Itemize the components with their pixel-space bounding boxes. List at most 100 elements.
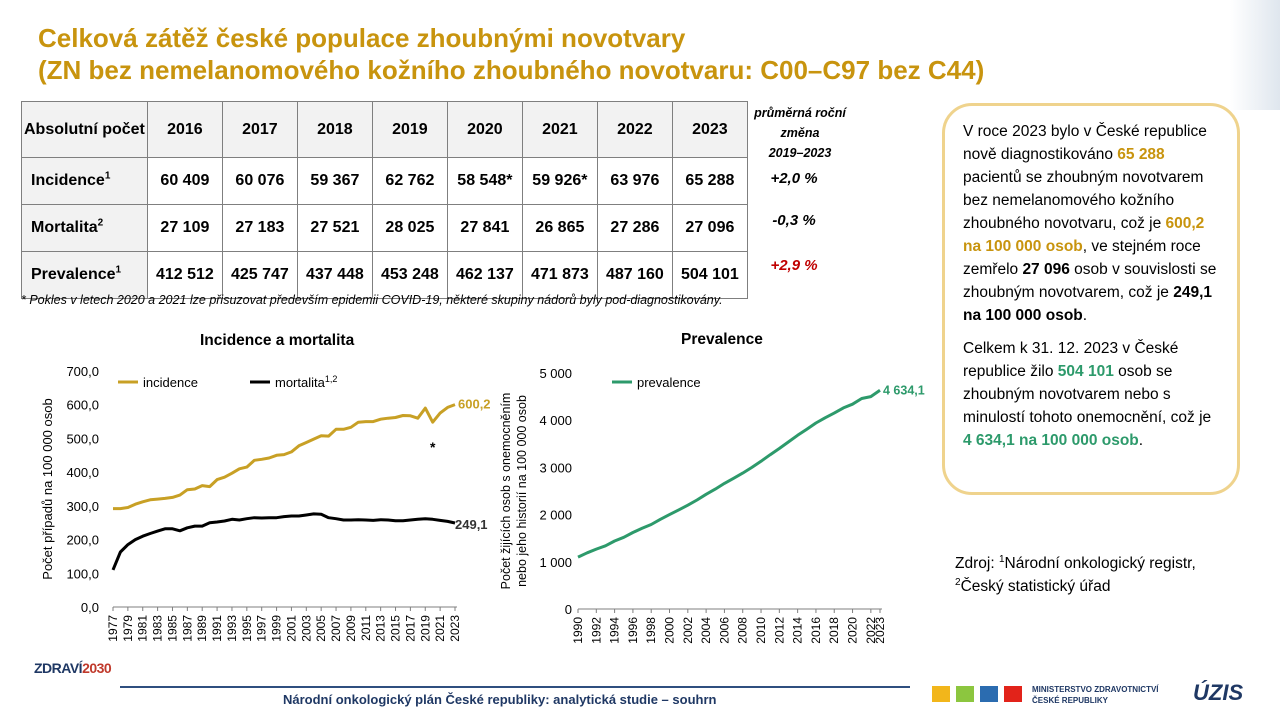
summary-text: , ve stejném roce zemřelo	[963, 238, 1201, 278]
year-header: 2018	[296, 101, 373, 158]
table-cell: 27 286	[596, 204, 673, 252]
x-tick-label: 1999	[270, 615, 284, 642]
legend-label-mortalita: mortalita1,2	[275, 374, 337, 390]
table-cell: 27 841	[446, 204, 523, 252]
chart-title-incidence: Incidence a mortalita	[200, 332, 355, 349]
legend-label-prevalence: prevalence	[637, 375, 701, 390]
x-tick-label: 2016	[809, 617, 823, 644]
x-tick-label: 2008	[736, 617, 750, 644]
y-tick-label: 0	[565, 602, 572, 617]
footnote: * Pokles v letech 2020 a 2021 lze přisuz…	[21, 293, 723, 307]
x-tick-label: 1981	[136, 615, 150, 642]
y-tick-label: 1 000	[539, 555, 572, 570]
highlight-prevalence-rate: 4 634,1 na 100 000 osob	[963, 432, 1139, 449]
table-cell: 453 248	[371, 251, 448, 299]
corner-gradient	[1230, 0, 1280, 110]
end-label-prevalence: 4 634,1	[883, 383, 925, 397]
year-header: 2016	[146, 101, 223, 158]
table-cell: 59 367	[296, 157, 373, 205]
y-tick-label: 0,0	[81, 600, 99, 615]
x-tick-label: 1985	[165, 615, 179, 642]
summary-text: osob se zhoubným novotvarem nebo s minul…	[963, 363, 1212, 426]
absolute-counts-table: Absolutní počet 2016 2017 2018 2019 2020…	[21, 101, 748, 299]
summary-paragraph-2: Celkem k 31. 12. 2023 v České republice …	[963, 337, 1221, 452]
row-label-sup: 1	[115, 264, 122, 276]
summary-text: pacientů se zhoubným novotvarem bez neme…	[963, 169, 1204, 232]
x-tick-label: 2023	[873, 617, 887, 644]
source-statistics-office: Český statistický úřad	[960, 578, 1111, 595]
summary-text: .	[1138, 432, 1144, 449]
end-label-incidence: 600,2	[458, 397, 491, 412]
table-cell: 59 926*	[521, 157, 598, 205]
change-incidence: +2,0 %	[770, 170, 818, 187]
ministry-name: MINISTERSTVO ZDRAVOTNICTVÍ ČESKÉ REPUBLI…	[1032, 684, 1159, 706]
year-header: 2021	[521, 101, 598, 158]
table-cell: 437 448	[296, 251, 373, 299]
y-tick-label: 600,0	[66, 398, 99, 413]
series-line-incidence	[113, 403, 456, 511]
table-cell: 471 873	[521, 251, 598, 299]
summary-text: Celkem k 31. 12. 2023 v České republice …	[963, 340, 1179, 380]
year-header: 2019	[371, 101, 448, 158]
uzis-logo: ÚZIS	[1193, 680, 1244, 705]
x-tick-label: 2012	[772, 617, 786, 644]
x-tick-label: 2019	[418, 615, 432, 642]
change-header-line: 2019–2023	[768, 146, 832, 160]
x-tick-label: 1998	[644, 617, 658, 644]
row-label: Prevalence1	[21, 251, 148, 299]
x-tick-label: 2018	[827, 617, 841, 644]
ministry-line: ČESKÉ REPUBLIKY	[1032, 696, 1109, 705]
y-tick-label: 4 000	[539, 413, 572, 428]
y-tick-label: 400,0	[66, 465, 99, 480]
change-prevalence: +2,9 %	[770, 257, 818, 274]
change-header-line: průměrná roční	[754, 106, 846, 120]
ministry-line: MINISTERSTVO ZDRAVOTNICTVÍ	[1032, 685, 1159, 694]
x-tick-label: 2022	[864, 617, 878, 644]
table-row: Prevalence1 412 512 425 747 437 448 453 248 4…	[21, 251, 748, 299]
x-tick-label: 2001	[284, 615, 298, 642]
table-cell: 27 109	[146, 204, 223, 252]
table-header-row: Absolutní počet 2016 2017 2018 2019 2020…	[21, 101, 748, 158]
table-cell: 425 747	[221, 251, 298, 299]
logo-year: 2030	[82, 660, 112, 676]
year-header: 2023	[671, 101, 748, 158]
series-line-prevalence	[577, 389, 881, 559]
table-cell: 504 101	[671, 251, 748, 299]
row-label-text: Mortalita	[31, 219, 98, 236]
x-tick-label: 1994	[608, 617, 622, 644]
highlight-incidence-rate: 600,2 na 100 000 osob	[963, 215, 1205, 255]
legend-label-incidence: incidence	[143, 375, 198, 390]
table-row: Mortalita2 27 109 27 183 27 521 28 025 27 841…	[21, 204, 748, 252]
page-title: Celková zátěž české populace zhoubnými n…	[38, 22, 1188, 86]
x-tick-label: 1993	[225, 615, 239, 642]
row-label-sup: 1	[104, 170, 111, 182]
summary-text: V roce 2023 bylo v České republice nově …	[963, 123, 1207, 163]
logo-text: ZDRAVÍ	[34, 660, 83, 676]
footer-text: Národní onkologický plán České republiky…	[283, 692, 717, 707]
row-label: Mortalita2	[21, 204, 148, 252]
source-note: Zdroj: 1Národní onkologický registr, 2Če…	[955, 552, 1196, 598]
source-sup: 2	[955, 576, 961, 588]
table-cell: 412 512	[146, 251, 223, 299]
year-header: 2017	[221, 101, 298, 158]
row-label-text: Prevalence	[31, 266, 116, 283]
y-axis-label: Počet případů na 100 000 osob	[40, 398, 55, 579]
y-tick-label: 5 000	[539, 366, 572, 381]
x-tick-label: 1983	[151, 615, 165, 642]
zdravi-2030-logo: ZDRAVÍ2030	[34, 660, 112, 676]
x-tick-label: 1977	[106, 615, 120, 642]
table-cell: 27 183	[221, 204, 298, 252]
ministry-logo-icon	[932, 686, 1022, 702]
x-tick-label: 1990	[571, 617, 585, 644]
incidence-mortality-chart: 0,0 100,0 200,0 300,0 400,0 500,0 600,0 700,0 19…	[40, 364, 491, 642]
y-tick-label: 700,0	[66, 364, 99, 379]
x-tick-label: 2002	[681, 617, 695, 644]
table-cell: 60 076	[221, 157, 298, 205]
x-tick-label: 2015	[389, 615, 403, 642]
x-tick-label: 2005	[314, 615, 328, 642]
y-tick-label: 300,0	[66, 499, 99, 514]
x-tick-label: 2013	[374, 615, 388, 642]
table-cell: 26 865	[521, 204, 598, 252]
source-registry: Národní onkologický registr,	[1004, 555, 1196, 572]
summary-text: osob v souvislosti se zhoubným novotvare…	[963, 261, 1217, 301]
